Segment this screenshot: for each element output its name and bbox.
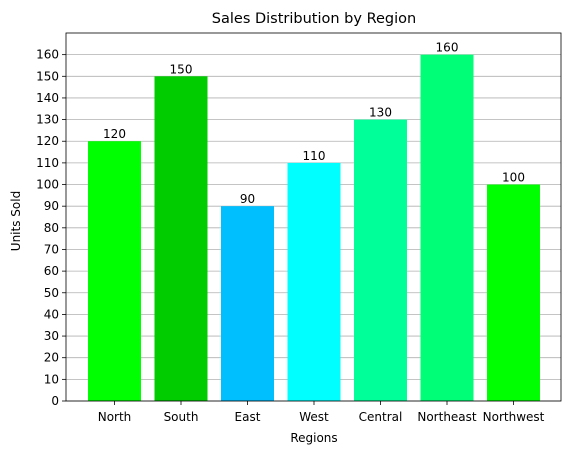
bar-value-label: 120 [103,127,126,141]
axes-frame [65,32,562,402]
y-tick-label: 150 [36,69,59,83]
y-tick-label: 160 [36,48,59,62]
x-tick-label: South [164,410,199,424]
bar [287,162,341,401]
y-tick-label: 20 [44,351,59,365]
y-tick-label: 50 [44,286,59,300]
x-tick-label: East [235,410,261,424]
y-tick-label: 70 [44,242,59,256]
y-tick-label: 60 [44,264,59,278]
bar-value-label: 100 [502,171,525,185]
y-tick-label: 110 [36,156,59,170]
x-tick-label: Central [359,410,403,424]
bar [88,141,141,401]
x-axis-title: Regions [290,431,337,445]
x-tick-label: Northwest [483,410,545,424]
bar [154,76,208,401]
y-tick-label: 130 [36,113,59,127]
y-tick-label: 140 [36,91,59,105]
bar-value-label: 160 [436,41,459,55]
chart-title: Sales Distribution by Region [212,11,416,27]
y-tick-label: 30 [44,329,59,343]
bar-value-label: 130 [369,106,392,120]
x-tick-label: West [299,410,329,424]
y-tick-label: 10 [44,372,59,386]
y-tick-label: 40 [44,307,59,321]
y-axis-title: Units Sold [9,191,23,251]
y-tick-label: 90 [44,199,59,213]
y-tick-label: 80 [44,221,59,235]
bar [354,119,407,402]
y-tick-label: 120 [36,134,59,148]
bar [420,54,474,401]
bar-value-label: 90 [240,192,255,206]
bar [221,206,274,401]
bar [487,184,540,401]
x-tick-label: Northeast [417,410,477,424]
bar-value-label: 110 [303,149,326,163]
y-tick-label: 100 [36,178,59,192]
x-tick-label: North [98,410,132,424]
bar-value-label: 150 [170,62,193,76]
y-tick-label: 0 [51,394,59,408]
plot-area: 0 10 20 30 40 50 60 70 80 90 100 110 120 130 140 150 160… [36,32,562,424]
